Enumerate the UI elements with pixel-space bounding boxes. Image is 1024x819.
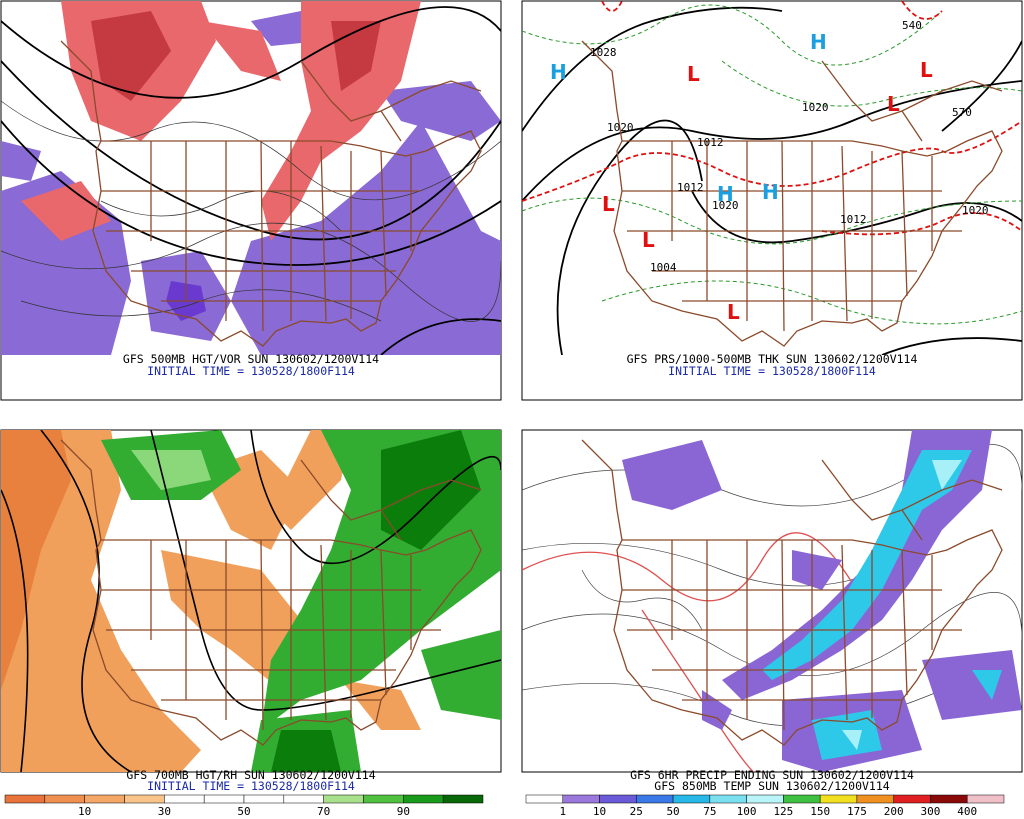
- legend-swatch: [672, 794, 711, 804]
- legend-swatch: [84, 794, 125, 804]
- legend-label: 50: [666, 805, 679, 818]
- legend-swatch: [44, 794, 85, 804]
- legend-swatch: [893, 794, 931, 804]
- legend-label: 30: [158, 805, 171, 818]
- legend-swatch: [856, 794, 894, 804]
- legend-label: 50: [237, 805, 250, 818]
- caption: GFS 700MB HGT/RH SUN 130602/1200V114: [126, 768, 375, 782]
- legend-swatch: [442, 794, 484, 804]
- legend-label: 400: [957, 805, 977, 818]
- map-label: 1020: [712, 199, 739, 212]
- legend-swatch: [243, 794, 285, 804]
- legend-swatch: [966, 794, 1005, 804]
- legend-label: 75: [703, 805, 716, 818]
- legend-label: 150: [810, 805, 830, 818]
- legend-swatch: [636, 794, 674, 804]
- legend-swatch: [709, 794, 747, 804]
- map-label: 1012: [677, 181, 704, 194]
- legend-label: 175: [847, 805, 867, 818]
- legend-swatch: [562, 794, 600, 804]
- legend-label: 25: [630, 805, 643, 818]
- legend-label: 100: [737, 805, 757, 818]
- map-label: H: [717, 182, 734, 206]
- subcaption: GFS 850MB TEMP SUN 130602/1200V114: [654, 779, 889, 793]
- subcaption: INITIAL TIME = 130528/1800F114: [147, 779, 355, 793]
- map-label: L: [920, 58, 933, 82]
- legend-swatch: [599, 794, 637, 804]
- map-label: H: [550, 60, 567, 84]
- legend-label: 200: [884, 805, 904, 818]
- legend-swatch: [4, 794, 46, 804]
- subcaption: INITIAL TIME = 130528/1800F114: [668, 364, 876, 378]
- map-label: 1020: [607, 121, 634, 134]
- legend-swatch: [746, 794, 784, 804]
- legend-swatch: [164, 794, 205, 804]
- panel-700mb: GFS 700MB HGT/RH SUN 130602/1200V114 INI…: [0, 429, 502, 818]
- legend-label: 1: [559, 805, 566, 818]
- map-label: 1004: [650, 261, 677, 274]
- legend-swatch: [783, 794, 821, 804]
- caption: GFS PRS/1000-500MB THK SUN 130602/1200V1…: [627, 352, 918, 366]
- legend-swatch: [363, 794, 404, 804]
- legend-swatch: [124, 794, 165, 804]
- legend-label: 10: [78, 805, 91, 818]
- map-label: 540: [902, 19, 922, 32]
- panel-500mb: GFS 500MB HGT/VOR SUN 130602/1200V114 IN…: [0, 0, 502, 401]
- map-label: 1028: [590, 46, 617, 59]
- map-label: H: [810, 30, 827, 54]
- map-label: 1020: [962, 204, 989, 217]
- legend-label: 300: [921, 805, 941, 818]
- legend-swatch: [283, 794, 324, 804]
- map-label: L: [602, 192, 615, 216]
- panel-frame: [521, 0, 1023, 401]
- legend-label: 90: [397, 805, 410, 818]
- legend-swatch: [819, 794, 858, 804]
- map-label: L: [687, 62, 700, 86]
- caption: GFS 500MB HGT/VOR SUN 130602/1200V114: [123, 352, 379, 366]
- legend-swatch: [403, 794, 444, 804]
- map-label: 1020: [802, 101, 829, 114]
- map-label: L: [887, 92, 900, 116]
- map-label: 1012: [840, 213, 867, 226]
- map-label: 570: [952, 106, 972, 119]
- map-label: 1012: [697, 136, 724, 149]
- map-label: H: [762, 180, 779, 204]
- caption: GFS 6HR PRECIP ENDING SUN 130602/1200V11…: [630, 768, 914, 782]
- legend-label: 70: [317, 805, 330, 818]
- legend-swatch: [323, 794, 364, 804]
- subcaption: INITIAL TIME = 130528/1800F114: [147, 364, 355, 378]
- legend-swatch: [203, 794, 245, 804]
- legend-label: 10: [593, 805, 606, 818]
- map-label: L: [727, 300, 740, 324]
- legend-swatch: [930, 794, 968, 804]
- legend-label: 125: [773, 805, 793, 818]
- map-label: L: [642, 228, 655, 252]
- panel-precip: GFS 6HR PRECIP ENDING SUN 130602/1200V11…: [521, 429, 1023, 818]
- legend-swatch: [525, 794, 564, 804]
